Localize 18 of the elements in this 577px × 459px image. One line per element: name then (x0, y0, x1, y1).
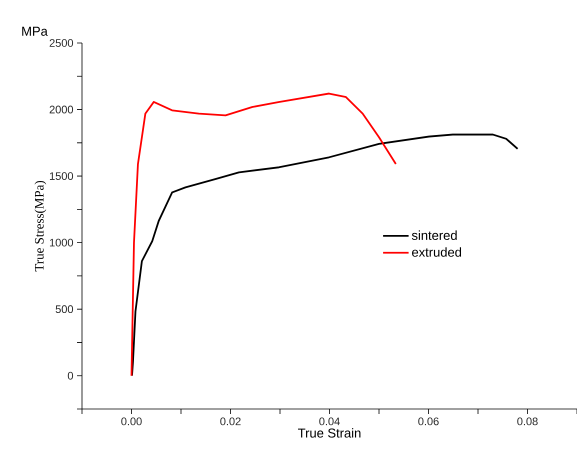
y-tick-label: 0 (68, 372, 74, 380)
y-tick-label: 2000 (50, 106, 74, 114)
x-tick-label: 0.02 (220, 418, 241, 426)
y-tick-label: 1000 (50, 238, 74, 247)
x-tick-label: 0.06 (418, 418, 439, 426)
legend-label: sintered (412, 230, 457, 240)
x-axis-title: True Strain (298, 428, 360, 438)
y-tick-label: 2500 (50, 39, 74, 47)
y-tick-label: 500 (56, 305, 74, 314)
line-series (130, 92, 397, 377)
legend-label: extruded (412, 247, 462, 257)
text: MPa (22, 26, 48, 36)
y-tick-label: 1500 (50, 172, 74, 180)
y-axis-title: True Stress(MPa) (34, 180, 46, 272)
line-series (131, 134, 519, 377)
x-tick-label: 0.04 (319, 418, 340, 426)
x-tick-label: 0.08 (517, 418, 538, 426)
x-tick-label: 0.00 (121, 418, 142, 426)
